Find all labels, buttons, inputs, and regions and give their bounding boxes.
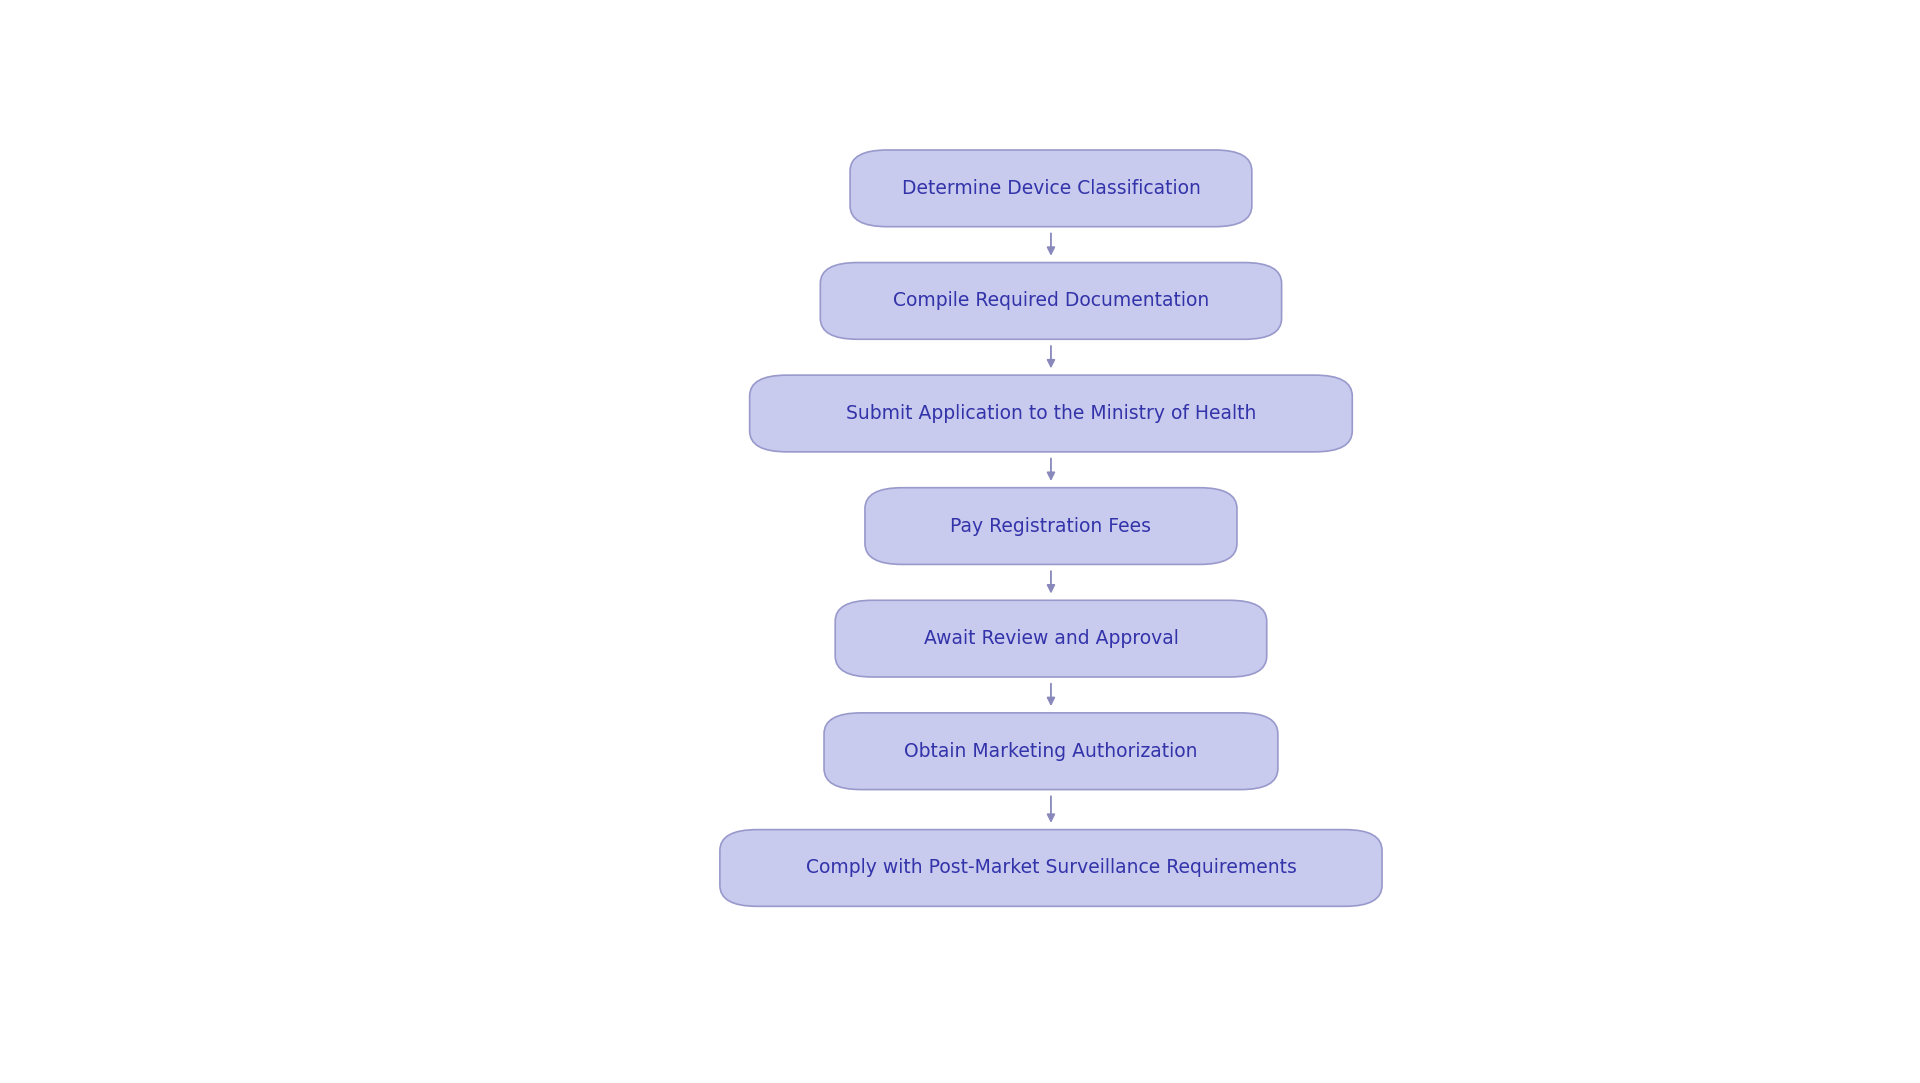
Text: Compile Required Documentation: Compile Required Documentation <box>893 291 1210 311</box>
Text: Obtain Marketing Authorization: Obtain Marketing Authorization <box>904 742 1198 760</box>
FancyBboxPatch shape <box>820 262 1283 339</box>
Text: Submit Application to the Ministry of Health: Submit Application to the Ministry of He… <box>847 404 1256 423</box>
FancyBboxPatch shape <box>851 149 1252 226</box>
Text: Comply with Post-Market Surveillance Requirements: Comply with Post-Market Surveillance Req… <box>806 859 1296 877</box>
FancyBboxPatch shape <box>749 375 1352 452</box>
FancyBboxPatch shape <box>864 487 1236 564</box>
Text: Await Review and Approval: Await Review and Approval <box>924 629 1179 648</box>
Text: Pay Registration Fees: Pay Registration Fees <box>950 517 1152 536</box>
FancyBboxPatch shape <box>720 830 1382 906</box>
Text: Determine Device Classification: Determine Device Classification <box>902 179 1200 198</box>
FancyBboxPatch shape <box>835 600 1267 677</box>
FancyBboxPatch shape <box>824 713 1279 790</box>
